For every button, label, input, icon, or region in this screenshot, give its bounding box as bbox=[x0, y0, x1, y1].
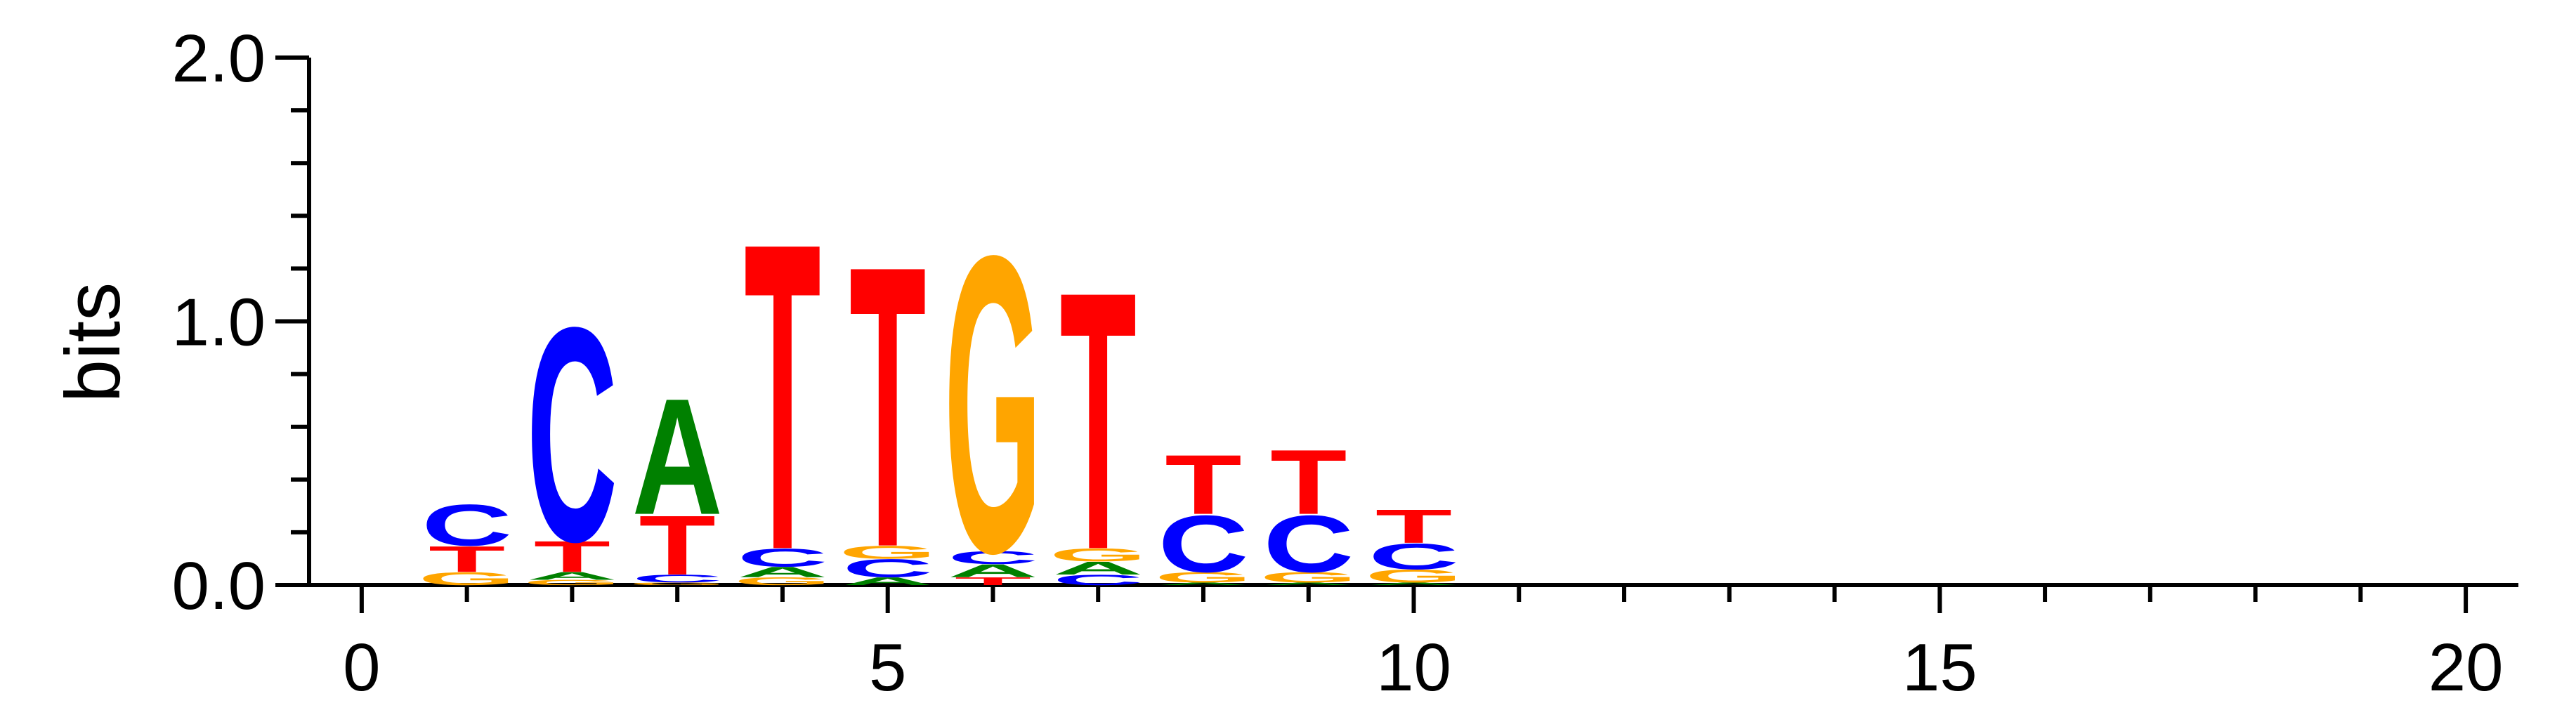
logo-letter-c: C bbox=[1158, 499, 1248, 589]
logo-letter-t: T bbox=[534, 532, 610, 582]
logo-letter-a: A bbox=[737, 564, 828, 580]
logo-letter-a: A bbox=[1368, 582, 1459, 586]
logo-letter-t: T bbox=[639, 499, 716, 593]
logo-letter-a: A bbox=[948, 560, 1038, 581]
logo-letter-c: C bbox=[527, 263, 617, 605]
logo-letter-a: A bbox=[1263, 582, 1354, 586]
y-tick-label: 0.0 bbox=[172, 549, 266, 624]
logo-letter-a: A bbox=[1053, 558, 1144, 578]
logo-letter-c: C bbox=[421, 492, 512, 558]
logo-letter-g: G bbox=[733, 575, 831, 588]
logo-letter-t: T bbox=[1375, 499, 1452, 553]
logo-letter-c: C bbox=[632, 572, 723, 585]
logo-letter-g: G bbox=[523, 578, 621, 586]
logo-letter-a: A bbox=[1158, 582, 1248, 586]
x-tick-label: 15 bbox=[1902, 630, 1977, 705]
logo-letter-t: T bbox=[744, 152, 820, 641]
logo-letter-c: C bbox=[1053, 572, 1144, 588]
logo-letter-t: T bbox=[955, 575, 1031, 588]
logo-letter-a: A bbox=[632, 365, 723, 550]
logo-letter-t: T bbox=[429, 539, 505, 579]
logo-letter-t: T bbox=[1270, 431, 1347, 534]
logo-letter-g: G bbox=[944, 168, 1042, 641]
x-tick-label: 5 bbox=[869, 630, 906, 705]
x-tick-label: 0 bbox=[343, 630, 380, 705]
logo-letter-c: C bbox=[1368, 536, 1459, 577]
logo-letter-g: G bbox=[1365, 566, 1463, 586]
x-tick-label: 20 bbox=[2428, 630, 2504, 705]
logo-letter-c: C bbox=[737, 544, 828, 572]
x-axis: 0 5 10 15 20 bbox=[309, 583, 2518, 705]
logo-letter-g: G bbox=[839, 542, 936, 563]
logo-letter-g: G bbox=[629, 582, 726, 586]
logo-letter-c: C bbox=[842, 554, 933, 583]
logo-letter-a: A bbox=[842, 575, 933, 588]
logo-letter-g: G bbox=[1050, 545, 1147, 565]
y-axis: 0.0 1.0 2.0 bbox=[172, 21, 311, 624]
logo-letter-a: A bbox=[527, 570, 617, 582]
y-axis-title: bits bbox=[50, 282, 136, 402]
x-tick-label: 10 bbox=[1376, 630, 1451, 705]
logo-letter-g: G bbox=[1260, 569, 1357, 585]
logo-letter-g: G bbox=[418, 568, 516, 589]
logo-letter-c: C bbox=[948, 547, 1038, 567]
y-tick-label: 1.0 bbox=[172, 285, 266, 360]
y-tick-label: 2.0 bbox=[172, 21, 266, 96]
logo-letter-t: T bbox=[849, 183, 926, 631]
logo-letter-g: G bbox=[1154, 569, 1252, 585]
logo-letter-t: T bbox=[1165, 438, 1241, 532]
logo-letter-t: T bbox=[1060, 216, 1137, 627]
logo-letter-c: C bbox=[1263, 499, 1354, 589]
